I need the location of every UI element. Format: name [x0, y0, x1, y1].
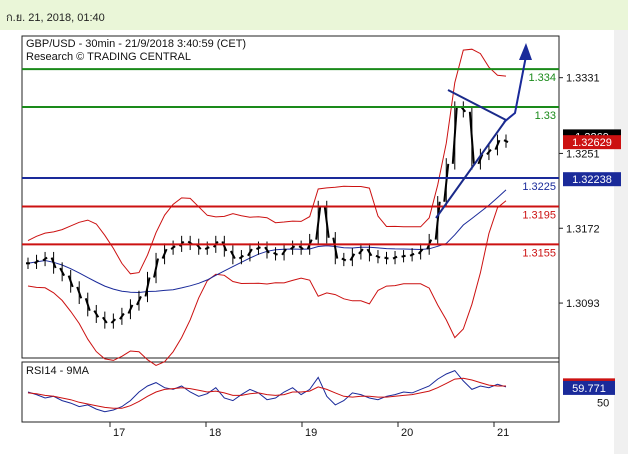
x-tick-label: 17: [113, 427, 125, 439]
chart-subtitle: Research © TRADING CENTRAL: [26, 51, 191, 63]
level-label: 1.334: [528, 72, 556, 84]
candle-body: [161, 248, 168, 259]
candle-body: [153, 258, 160, 278]
rsi-tick-label: 50: [597, 397, 609, 409]
chart-title: GBP/USD - 30min - 21/9/2018 3:40:59 (CET…: [26, 38, 246, 50]
candle-body: [417, 248, 424, 255]
level-label: 1.3225: [522, 181, 556, 193]
rsi-line: [27, 370, 507, 413]
x-tick-label: 21: [497, 427, 509, 439]
candle-body: [247, 248, 253, 257]
level-label: 1.3155: [522, 247, 556, 259]
rsi-panel-frame: [21, 361, 560, 423]
y-tick-label: 1.3093: [566, 298, 600, 310]
candle-body: [119, 312, 125, 320]
rsi-lines: [27, 370, 507, 413]
candle-body: [221, 241, 228, 252]
candle-body: [59, 267, 66, 277]
price-badge: [563, 172, 621, 187]
candle-body: [102, 316, 108, 324]
price-panel-frame: [21, 35, 560, 359]
candle-body: [349, 253, 356, 261]
candle-body: [204, 246, 210, 250]
candle-body: [477, 153, 484, 165]
bollinger-bands: [27, 48, 507, 366]
candle-body: [443, 163, 450, 202]
candle-body: [136, 296, 142, 306]
rsi-badge-label: 59.771: [572, 383, 606, 395]
candle-body: [273, 251, 278, 256]
candle-body: [409, 252, 415, 257]
y-tick-label: 1.3251: [566, 148, 600, 160]
projection-arrow-line: [503, 55, 527, 123]
rsi-badge: [563, 380, 615, 395]
lower-band: [27, 200, 507, 366]
price-badge-label: 1.32238: [572, 174, 612, 186]
level-label: 1.33: [535, 110, 556, 122]
candle-body: [323, 206, 330, 238]
timestamp: ก.ย. 21, 2018, 01:40: [6, 12, 105, 24]
candle-body: [264, 246, 270, 254]
candle-body: [298, 245, 304, 250]
candle-body: [366, 248, 373, 257]
horizontal-levels: 1.334 1.33 1.3225 1.3195 1.3155: [22, 68, 559, 259]
price-badge-label: 1.32629: [572, 137, 612, 149]
y-tick-label: 1.3172: [566, 223, 600, 235]
rsi-title: RSI14 - 9MA: [26, 365, 90, 377]
x-tick-label: 18: [209, 427, 221, 439]
triangle-pattern: [435, 89, 507, 219]
rsi-ma-line: [27, 377, 506, 409]
candle-body: [358, 248, 364, 255]
candle-body: [315, 206, 322, 240]
candle-body: [50, 257, 57, 269]
candle-body: [238, 254, 244, 260]
price-badge: [563, 135, 621, 150]
candle-body: [42, 256, 48, 262]
candle-body: [401, 254, 406, 258]
candle-body: [486, 149, 492, 156]
candle-body: [110, 318, 117, 324]
candle-body: [290, 245, 296, 250]
candles: [26, 101, 509, 329]
x-tick-label: 20: [401, 427, 413, 439]
candle-body: [451, 106, 458, 164]
projection-arrow: [503, 43, 532, 123]
candle-body: [127, 304, 134, 314]
candle-body: [67, 275, 74, 288]
candle-body: [93, 310, 100, 318]
level-label: 1.3195: [522, 209, 556, 221]
triangle-upper-line: [447, 89, 507, 121]
candle-body: [384, 256, 389, 260]
candle-body: [144, 277, 151, 297]
projection-arrowhead: [519, 43, 532, 60]
candle-body: [341, 257, 347, 262]
candle-body: [33, 259, 40, 265]
y-axis-labels: 1.3331 1.3251 1.3172 1.3093: [559, 73, 600, 310]
candle-body: [281, 248, 287, 256]
candle-body: [494, 139, 501, 151]
candle-body: [229, 250, 236, 260]
candle-body: [170, 245, 176, 250]
candle-body: [375, 254, 381, 259]
candle-body: [392, 255, 398, 260]
x-axis: 17 18 19 20 21: [109, 422, 509, 439]
x-tick-label: 19: [305, 427, 317, 439]
top-bar: ก.ย. 21, 2018, 01:40: [0, 0, 628, 30]
upper-band: [27, 48, 507, 275]
candle-body: [468, 111, 475, 164]
y-tick-label: 1.3331: [566, 73, 600, 85]
candle-body: [434, 201, 441, 240]
candle-body: [76, 286, 83, 299]
candle-body: [84, 298, 91, 311]
triangle-lower-line: [435, 119, 507, 219]
candle-body: [256, 246, 261, 250]
candle-body: [332, 237, 339, 259]
candle-body: [503, 139, 509, 143]
